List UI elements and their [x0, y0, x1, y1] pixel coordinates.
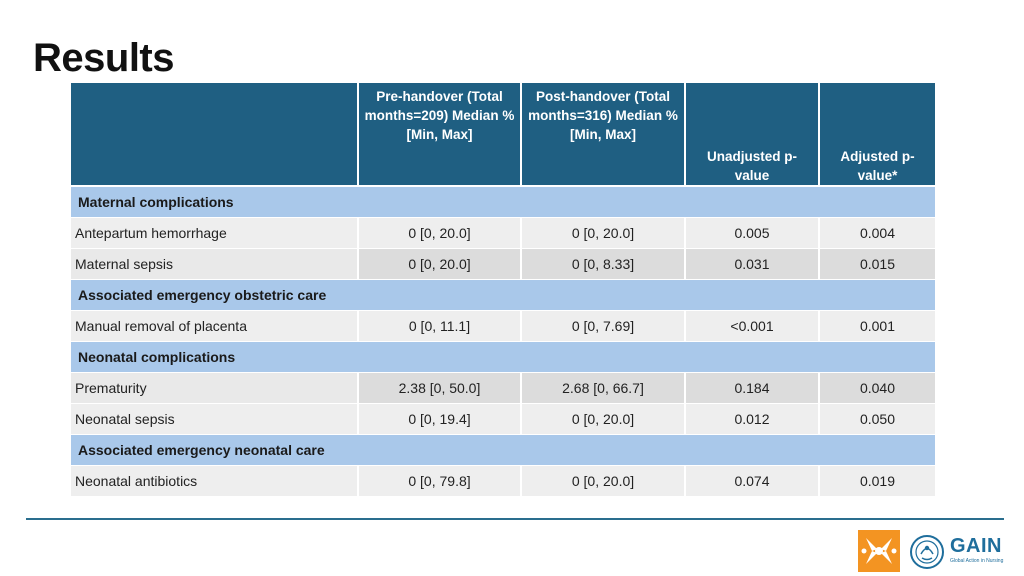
table-section-row: Maternal complications — [71, 187, 935, 218]
gain-logo-text: GAIN — [950, 535, 1002, 557]
section-label: Associated emergency obstetric care — [71, 280, 935, 311]
header-unadjusted-p: Unadjusted p-value — [686, 83, 820, 187]
header-adjusted-p: Adjusted p-value* — [820, 83, 935, 187]
row-label: Neonatal antibiotics — [71, 466, 359, 497]
header-label-column — [71, 83, 359, 187]
adjusted-p-value: 0.040 — [820, 373, 935, 404]
adjusted-p-value: 0.019 — [820, 466, 935, 497]
row-label: Antepartum hemorrhage — [71, 218, 359, 249]
pre-handover-value: 2.38 [0, 50.0] — [359, 373, 522, 404]
pre-handover-value: 0 [0, 11.1] — [359, 311, 522, 342]
results-table: Pre-handover (Total months=209) Median %… — [71, 83, 935, 497]
unadjusted-p-value: 0.074 — [686, 466, 820, 497]
hands-logo-icon — [858, 530, 900, 572]
unadjusted-p-value: 0.184 — [686, 373, 820, 404]
table-section-row: Associated emergency neonatal care — [71, 435, 935, 466]
row-label: Neonatal sepsis — [71, 404, 359, 435]
pre-handover-value: 0 [0, 19.4] — [359, 404, 522, 435]
gain-logo-subtext: Global Action in Nursing — [950, 558, 1004, 564]
section-label: Associated emergency neonatal care — [71, 435, 935, 466]
pre-handover-value: 0 [0, 79.8] — [359, 466, 522, 497]
header-post-handover: Post-handover (Total months=316) Median … — [522, 83, 686, 187]
table-row: Antepartum hemorrhage 0 [0, 20.0] 0 [0, … — [71, 218, 935, 249]
post-handover-value: 0 [0, 20.0] — [522, 218, 686, 249]
row-label: Manual removal of placenta — [71, 311, 359, 342]
section-label: Maternal complications — [71, 187, 935, 218]
pre-handover-value: 0 [0, 20.0] — [359, 249, 522, 280]
table-row: Neonatal antibiotics 0 [0, 79.8] 0 [0, 2… — [71, 466, 935, 497]
table-section-row: Associated emergency obstetric care — [71, 280, 935, 311]
header-pre-handover: Pre-handover (Total months=209) Median %… — [359, 83, 522, 187]
table-section-row: Neonatal complications — [71, 342, 935, 373]
unadjusted-p-value: 0.005 — [686, 218, 820, 249]
row-label: Prematurity — [71, 373, 359, 404]
gain-logo: GAIN Global Action in Nursing — [908, 533, 1018, 571]
table-header-row: Pre-handover (Total months=209) Median %… — [71, 83, 935, 187]
adjusted-p-value: 0.004 — [820, 218, 935, 249]
pre-handover-value: 0 [0, 20.0] — [359, 218, 522, 249]
adjusted-p-value: 0.015 — [820, 249, 935, 280]
table-row: Neonatal sepsis 0 [0, 19.4] 0 [0, 20.0] … — [71, 404, 935, 435]
slide-title: Results — [33, 36, 175, 80]
footer-divider — [26, 518, 1004, 520]
globe-icon — [910, 535, 944, 569]
post-handover-value: 0 [0, 8.33] — [522, 249, 686, 280]
adjusted-p-value: 0.050 — [820, 404, 935, 435]
unadjusted-p-value: 0.031 — [686, 249, 820, 280]
row-label: Maternal sepsis — [71, 249, 359, 280]
table-row: Maternal sepsis 0 [0, 20.0] 0 [0, 8.33] … — [71, 249, 935, 280]
unadjusted-p-value: 0.012 — [686, 404, 820, 435]
unadjusted-p-value: <0.001 — [686, 311, 820, 342]
table-row: Prematurity 2.38 [0, 50.0] 2.68 [0, 66.7… — [71, 373, 935, 404]
adjusted-p-value: 0.001 — [820, 311, 935, 342]
post-handover-value: 0 [0, 20.0] — [522, 466, 686, 497]
section-label: Neonatal complications — [71, 342, 935, 373]
post-handover-value: 2.68 [0, 66.7] — [522, 373, 686, 404]
post-handover-value: 0 [0, 7.69] — [522, 311, 686, 342]
post-handover-value: 0 [0, 20.0] — [522, 404, 686, 435]
table-row: Manual removal of placenta 0 [0, 11.1] 0… — [71, 311, 935, 342]
